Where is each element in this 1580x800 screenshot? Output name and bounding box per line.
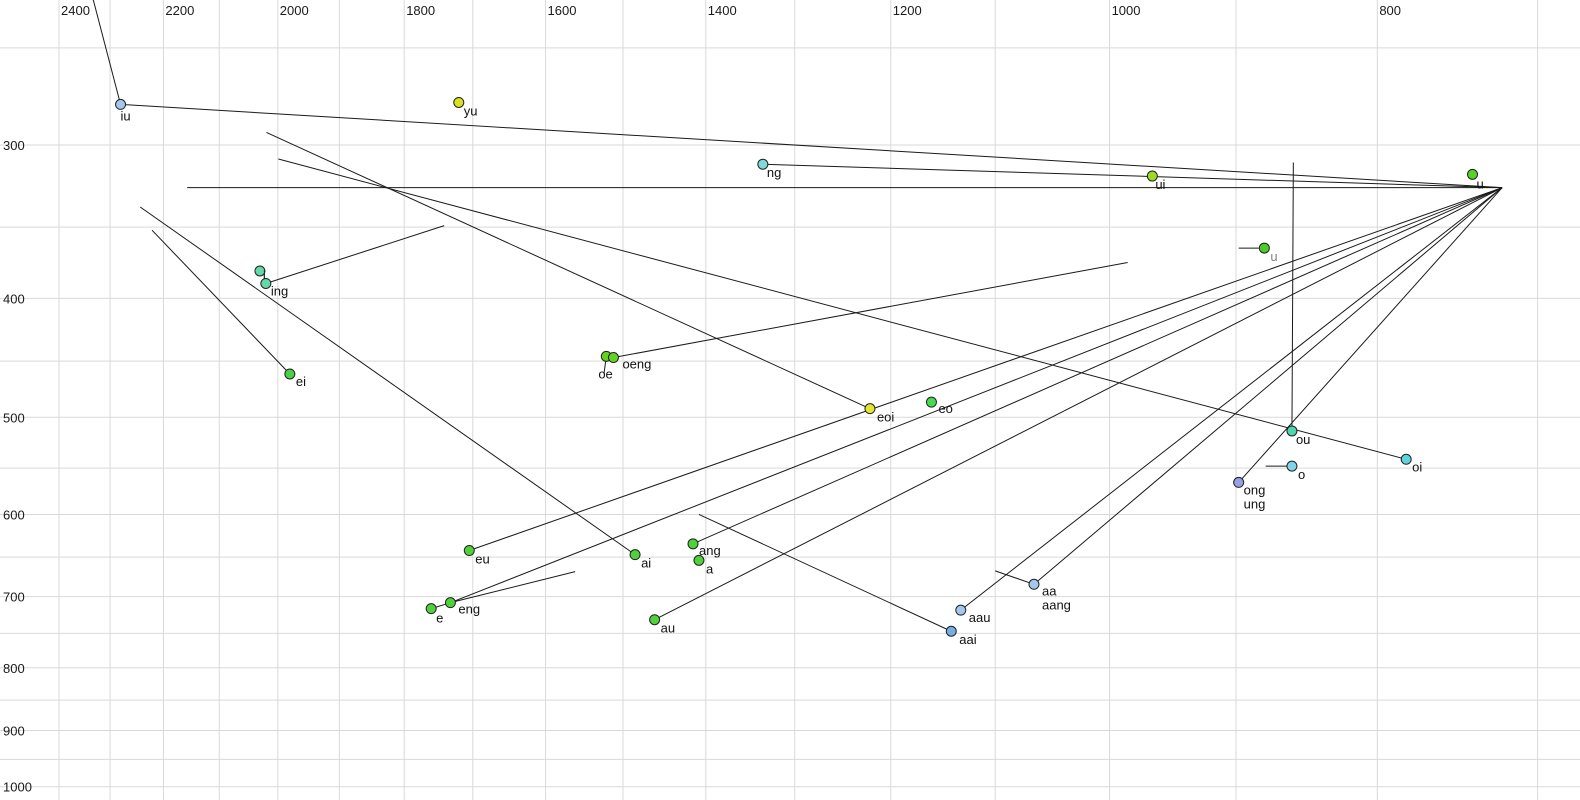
- point-label-eoi: eoi: [877, 410, 894, 425]
- data-point-oi[interactable]: [1400, 453, 1412, 465]
- data-point-aai[interactable]: [945, 625, 957, 637]
- data-point-ai[interactable]: [629, 549, 641, 561]
- y-tick-label: 1000: [3, 780, 32, 795]
- point-label-u: u: [1477, 176, 1484, 191]
- trajectory-line: [698, 513, 952, 632]
- point-label-ong: ung: [1244, 496, 1266, 511]
- point-label-ong: ong: [1244, 482, 1266, 497]
- data-point-ei[interactable]: [284, 368, 296, 380]
- trajectory-line: [1238, 187, 1503, 483]
- y-tick-label: 500: [3, 410, 25, 425]
- trajectory-line: [266, 131, 871, 410]
- data-point-u[interactable]: [1467, 168, 1479, 180]
- axis-tick-labels: 2400 2200 2000 1800 1600 1400 1200 1000 800 300 40…: [3, 3, 1401, 795]
- point-label-ang: ang: [699, 543, 721, 558]
- x-tick-label: 2000: [280, 3, 309, 18]
- trajectory-line: [265, 225, 445, 284]
- point-label-oeng: oeng: [622, 357, 651, 372]
- x-tick-label: 2400: [61, 3, 90, 18]
- y-tick-label: 900: [3, 724, 25, 739]
- data-point-ui[interactable]: [1146, 170, 1158, 182]
- point-label-oi: oi: [1412, 459, 1422, 474]
- point-label-ou: ou: [1296, 432, 1310, 447]
- point-label-ng: ng: [767, 165, 781, 180]
- data-point-ang[interactable]: [687, 538, 699, 550]
- data-point-a[interactable]: [693, 554, 705, 566]
- point-label-ui: ui: [1155, 177, 1165, 192]
- data-point-e[interactable]: [425, 603, 437, 615]
- trajectory-line: [469, 187, 1503, 551]
- trajectory-line: [762, 163, 1503, 189]
- point-label-iu: iu: [121, 108, 131, 123]
- data-point-eng[interactable]: [444, 597, 456, 609]
- data-point-au[interactable]: [649, 614, 661, 626]
- point-label-ai: ai: [641, 556, 651, 571]
- data-point-i[interactable]: [254, 265, 266, 277]
- y-tick-label: 400: [3, 291, 25, 306]
- y-tick-label: 600: [3, 507, 25, 522]
- point-label-e: e: [436, 611, 443, 626]
- point-label-u2: u: [1270, 249, 1277, 264]
- data-point-ing[interactable]: [260, 277, 272, 289]
- trajectory-line: [120, 103, 1503, 189]
- data-point-aau[interactable]: [955, 604, 967, 616]
- point-label-o: o: [1298, 467, 1305, 482]
- trajectory-line: [278, 158, 1407, 460]
- trajectory-line: [960, 187, 1503, 611]
- trajectory-line: [450, 571, 576, 604]
- point-label-aa: aang: [1042, 597, 1071, 612]
- trajectory-line: [1033, 187, 1503, 585]
- x-tick-label: 1600: [548, 3, 577, 18]
- trajectory-line: [613, 262, 1128, 359]
- point-label-eu: eu: [475, 552, 489, 567]
- trajectory-line: [995, 570, 1035, 585]
- trajectory-line: [92, 0, 122, 105]
- data-point-ong[interactable]: [1233, 476, 1245, 488]
- trajectory-line: [151, 229, 291, 375]
- point-label-aa: aa: [1042, 583, 1057, 598]
- point-label-oe: oe: [598, 366, 612, 381]
- x-tick-label: 800: [1379, 3, 1401, 18]
- x-tick-label: 1800: [406, 3, 435, 18]
- point-label-ei: ei: [296, 374, 306, 389]
- trajectory-line: [692, 187, 1503, 545]
- x-tick-label: 1400: [708, 3, 737, 18]
- point-label-aau: aau: [969, 610, 991, 625]
- data-point-iu[interactable]: [115, 98, 127, 110]
- point-label-i: i: [263, 268, 266, 283]
- point-label-eo: eo: [938, 401, 952, 416]
- point-label-a: a: [706, 561, 714, 576]
- data-point-ou[interactable]: [1286, 425, 1298, 437]
- data-point-eo[interactable]: [925, 396, 937, 408]
- data-point-oeng[interactable]: [607, 352, 619, 364]
- point-label-au: au: [661, 621, 675, 636]
- x-tick-label: 1200: [893, 3, 922, 18]
- data-point-yu[interactable]: [453, 96, 465, 108]
- trajectory-line: [654, 187, 1503, 621]
- data-point-ng[interactable]: [757, 158, 769, 170]
- y-tick-label: 700: [3, 590, 25, 605]
- point-label-ing: ing: [271, 283, 288, 298]
- trajectory-line: [450, 187, 1503, 604]
- point-label-eng: eng: [458, 602, 480, 617]
- point-label-yu: yu: [464, 103, 478, 118]
- y-tick-label: 800: [3, 661, 25, 676]
- trajectory-line: [139, 206, 636, 556]
- x-tick-label: 1000: [1112, 3, 1141, 18]
- trajectory-line: [1291, 162, 1294, 431]
- point-label-aai: aai: [959, 632, 976, 647]
- trajectory-lines: [92, 0, 1503, 632]
- x-tick-label: 2200: [165, 3, 194, 18]
- y-tick-label: 300: [3, 138, 25, 153]
- data-point-u2[interactable]: [1258, 242, 1270, 254]
- data-point-aa[interactable]: [1028, 578, 1040, 590]
- data-point-o[interactable]: [1286, 460, 1298, 472]
- data-point-eoi[interactable]: [864, 403, 876, 415]
- data-point-eu[interactable]: [463, 545, 475, 557]
